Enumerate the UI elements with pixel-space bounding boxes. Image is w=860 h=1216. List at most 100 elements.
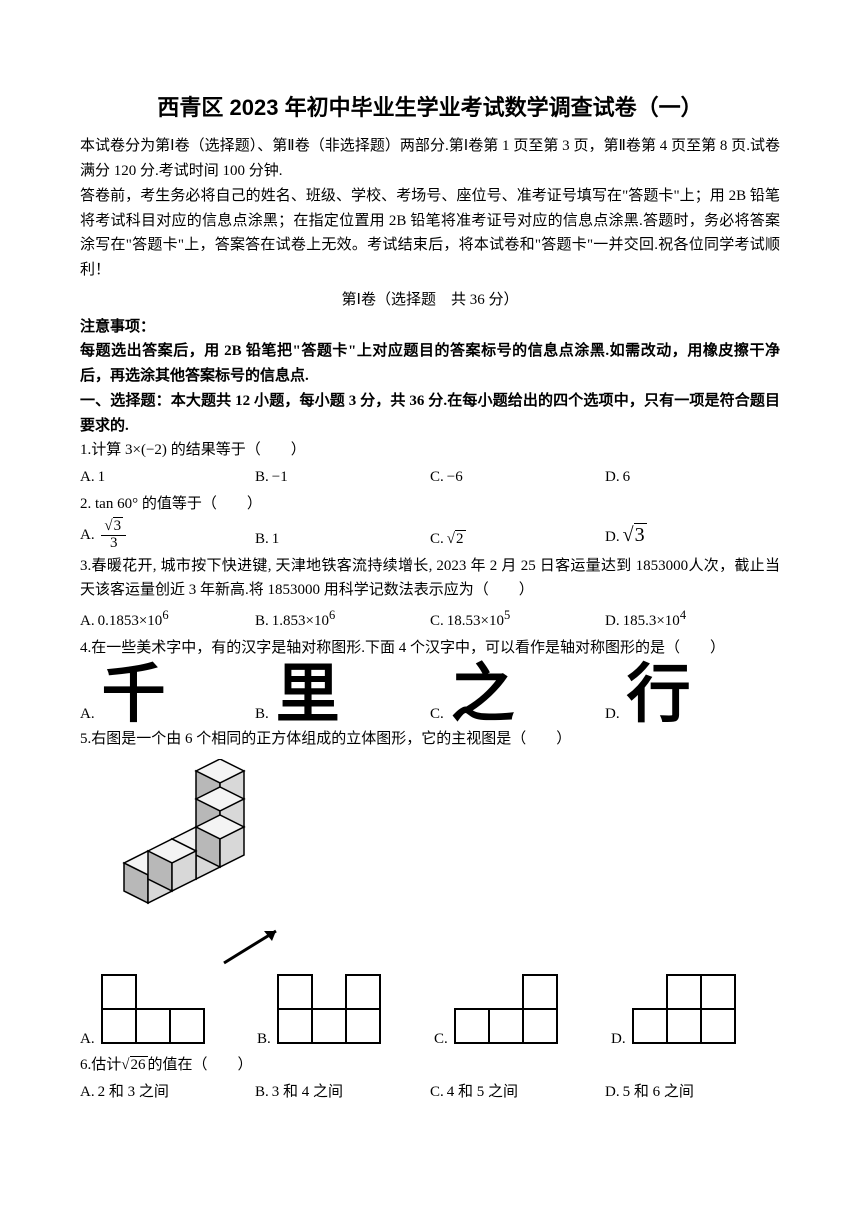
q3-d-exp: 4 (680, 608, 686, 622)
q1-c-val: −6 (447, 469, 463, 485)
label-c: C. (430, 1084, 444, 1100)
intro-1: 本试卷分为第Ⅰ卷（选择题）、第Ⅱ卷（非选择题）两部分.第Ⅰ卷第 1 页至第 3 … (80, 134, 780, 184)
exam-page: 西青区 2023 年初中毕业生学业考试数学调查试卷（一） 本试卷分为第Ⅰ卷（选择… (0, 0, 860, 1147)
q2-c: C.2 (430, 527, 605, 552)
q4-stem: 4.在一些美术字中，有的汉字是轴对称图形.下面 4 个汉字中，可以看作是轴对称图… (80, 636, 780, 661)
q4-d-hanzi: 行 (627, 663, 691, 727)
label-b: B. (255, 1084, 269, 1100)
q1-b: B.−1 (255, 465, 430, 490)
q6-stem-b: 的值在（ ） (148, 1057, 253, 1073)
q4-d: D. 行 (605, 663, 780, 727)
q5-b: B. (257, 971, 426, 1051)
q6-options: A.2 和 3 之间 B.3 和 4 之间 C.4 和 5 之间 D.5 和 6… (80, 1080, 780, 1105)
q1-a-val: 1 (98, 469, 106, 485)
label-a: A. (80, 469, 95, 485)
q4-b-hanzi: 里 (276, 663, 340, 727)
q3-c-val: 18.53×10 (447, 613, 504, 629)
label-d: D. (605, 529, 620, 545)
q1-c: C.−6 (430, 465, 605, 490)
q3-d-val: 185.3×10 (623, 613, 680, 629)
label-a: A. (80, 613, 95, 629)
exam-title: 西青区 2023 年初中毕业生学业考试数学调查试卷（一） (80, 90, 780, 126)
q2-c-sqrt: 2 (447, 527, 466, 552)
label-c: C. (430, 469, 444, 485)
q2-d-sqrt: 3 (623, 519, 647, 552)
q3-a-exp: 6 (162, 608, 168, 622)
q2-b: B.1 (255, 527, 430, 552)
q4-a-hanzi: 千 (102, 663, 166, 727)
q1-stem-a: 1.计算 (80, 442, 125, 458)
q2-a: A. 3 3 (80, 519, 255, 552)
label-c: C. (430, 531, 444, 547)
intro-2: 答卷前，考生务必将自己的姓名、班级、学校、考场号、座位号、准考证号填写在"答题卡… (80, 184, 780, 283)
q3-b-exp: 6 (329, 608, 335, 622)
q2-a-num: 3 (101, 519, 126, 536)
label-d: D. (605, 1084, 620, 1100)
q2-stem-b: 的值等于（ ） (138, 496, 262, 512)
q4-c: C. 之 (430, 663, 605, 727)
label-a: A. (80, 702, 95, 727)
label-b: B. (255, 531, 269, 547)
notice-text: 每题选出答案后，用 2B 铅笔把"答题卡"上对应题目的答案标号的信息点涂黑.如需… (80, 339, 780, 389)
q5-a: A. (80, 971, 249, 1051)
q3-a-val: 0.1853×10 (98, 613, 163, 629)
q5-c: C. (434, 971, 603, 1051)
q2-stem: 2. tan 60° 的值等于（ ） (80, 492, 780, 517)
q3-b: B.1.853×106 (255, 605, 430, 634)
q1-d-val: 6 (623, 469, 631, 485)
q6-stem-a: 6.估计 (80, 1057, 121, 1073)
q6-sqrt: 26 (121, 1053, 147, 1078)
q6-b-val: 3 和 4 之间 (272, 1084, 343, 1100)
q2-stem-a: 2. (80, 496, 95, 512)
q6-stem: 6.估计26的值在（ ） (80, 1053, 780, 1078)
label-a: A. (80, 1027, 95, 1052)
label-a: A. (80, 527, 95, 543)
q6-b: B.3 和 4 之间 (255, 1080, 430, 1105)
q5-d-shape (629, 971, 739, 1051)
q5-c-shape (451, 971, 561, 1051)
q3-a: A.0.1853×106 (80, 605, 255, 634)
q2-expr: tan 60° (95, 496, 138, 512)
q3-d: D.185.3×104 (605, 605, 780, 634)
q3-options: A.0.1853×106 B.1.853×106 C.18.53×105 D.1… (80, 605, 780, 634)
section-desc: 一、选择题：本大题共 12 小题，每小题 3 分，共 36 分.在每小题给出的四… (80, 389, 780, 439)
q4-options: A. 千 B. 里 C. 之 D. 行 (80, 663, 780, 727)
q4-c-hanzi: 之 (451, 663, 515, 727)
label-d: D. (605, 613, 620, 629)
q5-3d-figure (100, 759, 780, 919)
q6-d-val: 5 和 6 之间 (623, 1084, 694, 1100)
q1-stem: 1.计算 3×(−2) 的结果等于（ ） (80, 438, 780, 463)
cube-stack-icon (100, 759, 280, 919)
q2-d: D.3 (605, 519, 780, 552)
label-d: D. (605, 469, 620, 485)
q2-options: A. 3 3 B.1 C.2 D.3 (80, 519, 780, 552)
q3-c: C.18.53×105 (430, 605, 605, 634)
q1-expr: 3×(−2) (125, 442, 167, 458)
q6-a: A.2 和 3 之间 (80, 1080, 255, 1105)
label-b: B. (255, 702, 269, 727)
q3-stem: 3.春暖花开, 城市按下快进键, 天津地铁客流持续增长, 2023 年 2 月 … (80, 554, 780, 604)
q3-c-exp: 5 (504, 608, 510, 622)
q5-b-shape (274, 971, 384, 1051)
q1-stem-b: 的结果等于（ ） (167, 442, 306, 458)
q6-d: D.5 和 6 之间 (605, 1080, 780, 1105)
arrow-icon (220, 923, 290, 967)
q6-c-val: 4 和 5 之间 (447, 1084, 518, 1100)
label-c: C. (434, 1027, 448, 1052)
label-c: C. (430, 702, 444, 727)
label-c: C. (430, 613, 444, 629)
q2-a-den: 3 (101, 536, 126, 552)
q6-c: C.4 和 5 之间 (430, 1080, 605, 1105)
q5-options: A. B. (80, 971, 780, 1051)
q4-a: A. 千 (80, 663, 255, 727)
q1-b-val: −1 (272, 469, 288, 485)
label-a: A. (80, 1084, 95, 1100)
q1-options: A.1 B.−1 C.−6 D.6 (80, 465, 780, 490)
q5-stem: 5.右图是一个由 6 个相同的正方体组成的立体图形，它的主视图是（ ） (80, 727, 780, 752)
label-b: B. (255, 469, 269, 485)
label-b: B. (255, 613, 269, 629)
notice-label: 注意事项： (80, 315, 780, 340)
q5-arrow (220, 923, 780, 967)
q2-a-frac: 3 3 (101, 519, 126, 552)
label-d: D. (605, 702, 620, 727)
